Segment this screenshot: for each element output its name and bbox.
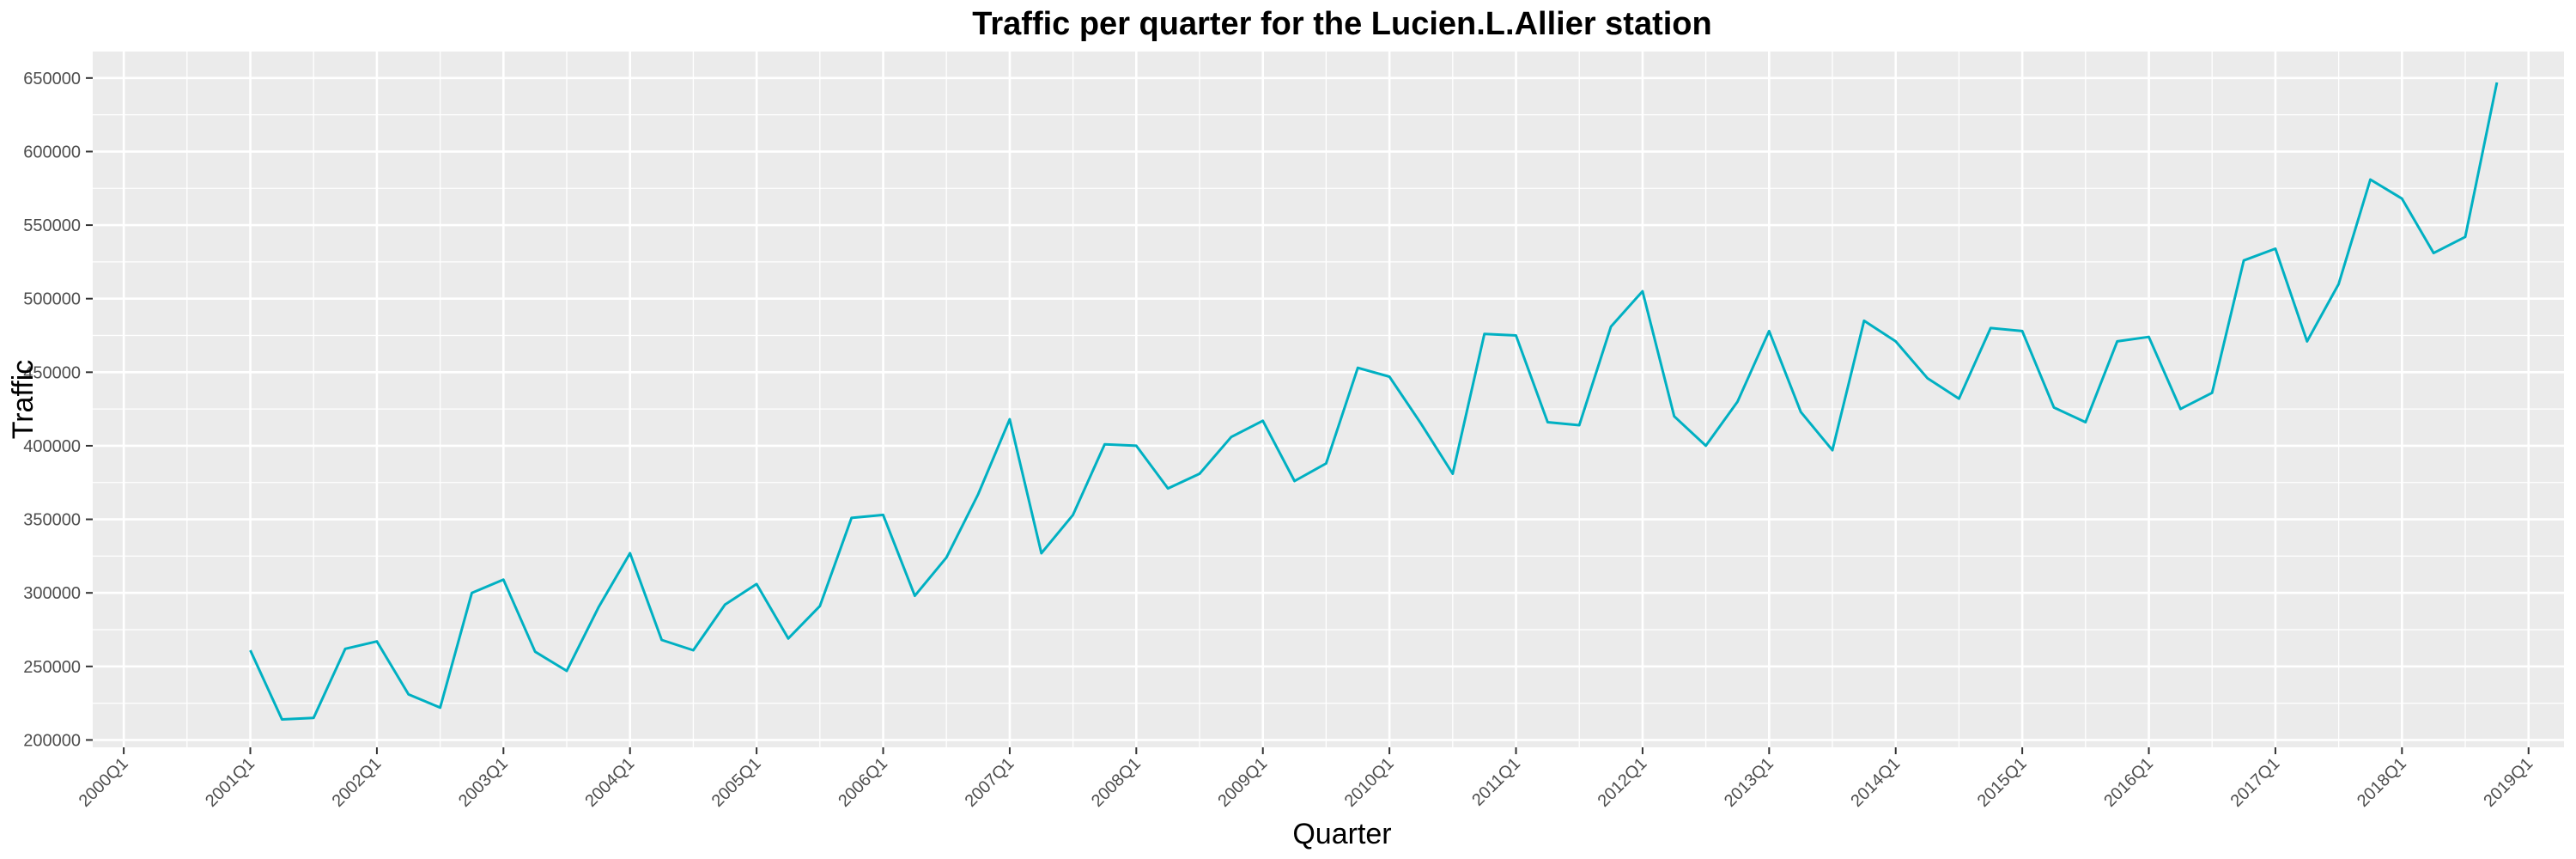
y-tick-label: 250000 <box>23 658 81 677</box>
y-axis-ticks: 200000 250000 300000 350000 400000 450000 5000… <box>23 70 93 750</box>
major-gridlines <box>93 52 2564 747</box>
series-line-traffic <box>249 82 2499 721</box>
plot-panel <box>93 52 2564 747</box>
y-tick-label: 500000 <box>23 290 81 309</box>
y-tick-label: 450000 <box>23 363 81 382</box>
y-tick-label: 600000 <box>23 143 81 161</box>
y-tick-label: 350000 <box>23 511 81 530</box>
y-tick-label: 200000 <box>23 731 81 750</box>
y-tick-label: 550000 <box>23 216 81 235</box>
y-tick-label: 650000 <box>23 70 81 88</box>
x-axis-title: Quarter <box>1292 818 1391 850</box>
series-group <box>249 82 2499 721</box>
minor-gridlines <box>93 52 2564 747</box>
y-axis-title: Traffic <box>7 360 39 440</box>
chart-title: Traffic per quarter for the Lucien.L.All… <box>972 6 1711 42</box>
y-tick-label: 400000 <box>23 437 81 456</box>
y-tick-label: 300000 <box>23 584 81 603</box>
